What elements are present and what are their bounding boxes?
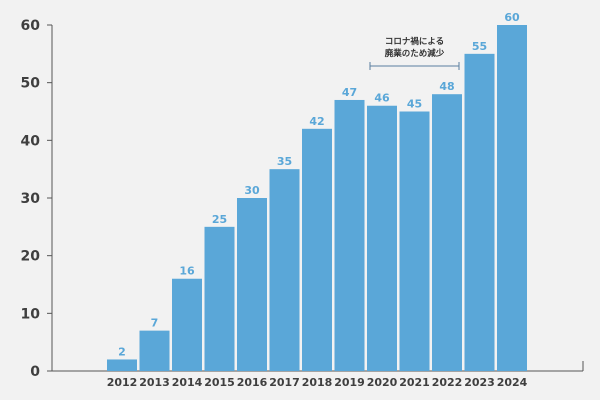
y-tick-label: 50 — [21, 76, 41, 92]
data-label: 35 — [277, 155, 292, 168]
bar — [139, 330, 170, 371]
x-tick-label: 2024 — [497, 376, 528, 389]
bar — [172, 278, 202, 371]
annotation-text-line-2: 廃業のため減少 — [385, 48, 445, 59]
x-axis-ticks: 2012 2013 2014 2015 2016 2017 2018 2019 2020 2021… — [107, 376, 528, 389]
data-label: 25 — [212, 213, 227, 226]
annotation-text-line-1: コロナ禍による — [385, 36, 444, 47]
data-label: 55 — [472, 40, 487, 53]
x-tick-label: 2014 — [172, 376, 203, 389]
data-label: 48 — [439, 80, 454, 93]
data-label: 60 — [504, 11, 520, 24]
y-tick-label: 10 — [21, 306, 41, 322]
y-tick-label: 0 — [30, 364, 40, 380]
x-tick-label: 2018 — [302, 376, 333, 389]
bar — [432, 94, 462, 371]
bar — [399, 111, 430, 371]
bar — [464, 53, 495, 371]
bar — [367, 105, 397, 371]
x-tick-label: 2021 — [399, 376, 430, 389]
bar — [269, 169, 300, 371]
bar — [334, 99, 365, 371]
x-tick-label: 2012 — [107, 376, 138, 389]
bar — [204, 226, 235, 371]
y-axis-ticks: 0 10 20 30 40 50 60 — [21, 18, 52, 380]
bar — [107, 359, 137, 371]
y-tick-label: 20 — [21, 249, 41, 265]
x-tick-label: 2017 — [269, 376, 300, 389]
bars — [107, 25, 527, 371]
x-tick-label: 2020 — [367, 376, 398, 389]
x-tick-label: 2013 — [139, 376, 170, 389]
data-label: 46 — [374, 92, 390, 105]
data-label: 47 — [342, 86, 357, 99]
bar — [237, 198, 267, 371]
annotation: コロナ禍による 廃業のため減少 — [369, 36, 460, 70]
x-tick-label: 2015 — [204, 376, 235, 389]
y-tick-label: 30 — [21, 191, 41, 207]
data-label: 2 — [118, 345, 126, 358]
data-label: 42 — [309, 115, 324, 128]
data-label: 45 — [407, 98, 422, 111]
y-tick-label: 60 — [21, 18, 41, 34]
data-label: 16 — [179, 265, 195, 278]
x-tick-label: 2022 — [432, 376, 463, 389]
x-tick-label: 2016 — [237, 376, 268, 389]
data-labels: 2 7 16 25 30 35 42 47 46 45 48 55 60 — [118, 11, 520, 358]
data-label: 30 — [244, 184, 260, 197]
x-tick-label: 2023 — [464, 376, 495, 389]
bar — [302, 128, 332, 371]
data-label: 7 — [151, 317, 159, 330]
x-tick-label: 2019 — [334, 376, 365, 389]
bar — [497, 25, 527, 371]
y-tick-label: 40 — [21, 133, 41, 149]
